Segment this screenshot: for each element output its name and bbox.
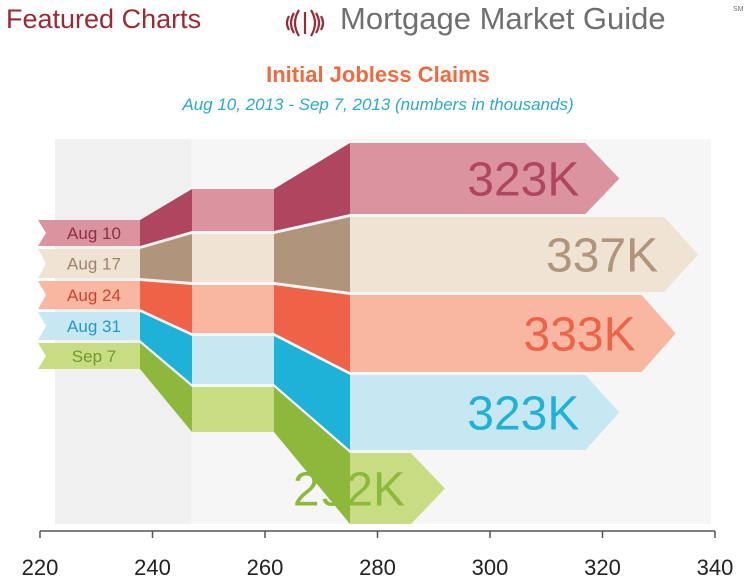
service-mark: SM — [733, 6, 744, 13]
block-aug-17 — [192, 234, 274, 282]
ribbon-aug-24-stage2 — [274, 285, 350, 372]
x-tick-label-220: 220 — [22, 555, 59, 580]
tag-aug-10 — [38, 220, 140, 246]
tag-label-aug-10: Aug 10 — [67, 224, 121, 243]
value-label-aug-24: 333K — [524, 309, 636, 362]
block-aug-31 — [192, 336, 274, 384]
tag-label-aug-24: Aug 24 — [67, 286, 121, 305]
tag-aug-17 — [38, 249, 140, 278]
x-tick-label-280: 280 — [359, 555, 396, 580]
ribbon-sep-7-stage0 — [140, 343, 192, 432]
chart-title: Initial Jobless Claims — [266, 62, 490, 87]
ribbon-aug-17-stage0 — [140, 234, 192, 282]
tag-label-sep-7: Sep 7 — [72, 347, 116, 366]
x-tick-label-300: 300 — [472, 555, 509, 580]
value-label-aug-31: 323K — [467, 388, 579, 441]
bar-aug-31 — [350, 375, 620, 450]
x-tick-label-260: 260 — [247, 555, 284, 580]
tag-sep-7 — [38, 343, 140, 369]
tag-aug-31 — [38, 312, 140, 340]
ribbon-aug-31-stage2 — [274, 336, 350, 450]
chart-subtitle: Aug 10, 2013 - Sep 7, 2013 (numbers in t… — [182, 95, 574, 114]
x-tick-label-340: 340 — [697, 555, 734, 580]
block-aug-24 — [192, 285, 274, 333]
value-label-sep-7: 292K — [293, 464, 405, 517]
signal-waves-icon — [285, 9, 325, 37]
bar-aug-24 — [350, 295, 676, 372]
tag-aug-24 — [38, 281, 140, 309]
featured-charts-title: Featured Charts — [6, 4, 202, 34]
ribbon-sep-7-stage2 — [274, 387, 350, 524]
tag-label-aug-31: Aug 31 — [67, 317, 121, 336]
bar-sep-7 — [350, 453, 445, 524]
bar-aug-10 — [350, 143, 620, 214]
bar-aug-17 — [350, 217, 699, 292]
ribbon-aug-17-stage2 — [274, 217, 350, 292]
x-tick-label-240: 240 — [134, 555, 171, 580]
ribbon-aug-31-stage0 — [140, 312, 192, 384]
block-aug-10 — [192, 189, 274, 231]
value-label-aug-10: 323K — [467, 154, 579, 207]
tag-label-aug-17: Aug 17 — [67, 255, 121, 274]
x-tick-label-320: 320 — [584, 555, 621, 580]
brand-name: Mortgage Market Guide — [340, 1, 666, 36]
value-label-aug-17: 337K — [546, 230, 658, 283]
ribbon-aug-10-stage2 — [274, 143, 350, 231]
ribbon-aug-10-stage0 — [140, 189, 192, 246]
ribbon-aug-24-stage0 — [140, 281, 192, 333]
block-sep-7 — [192, 387, 274, 432]
